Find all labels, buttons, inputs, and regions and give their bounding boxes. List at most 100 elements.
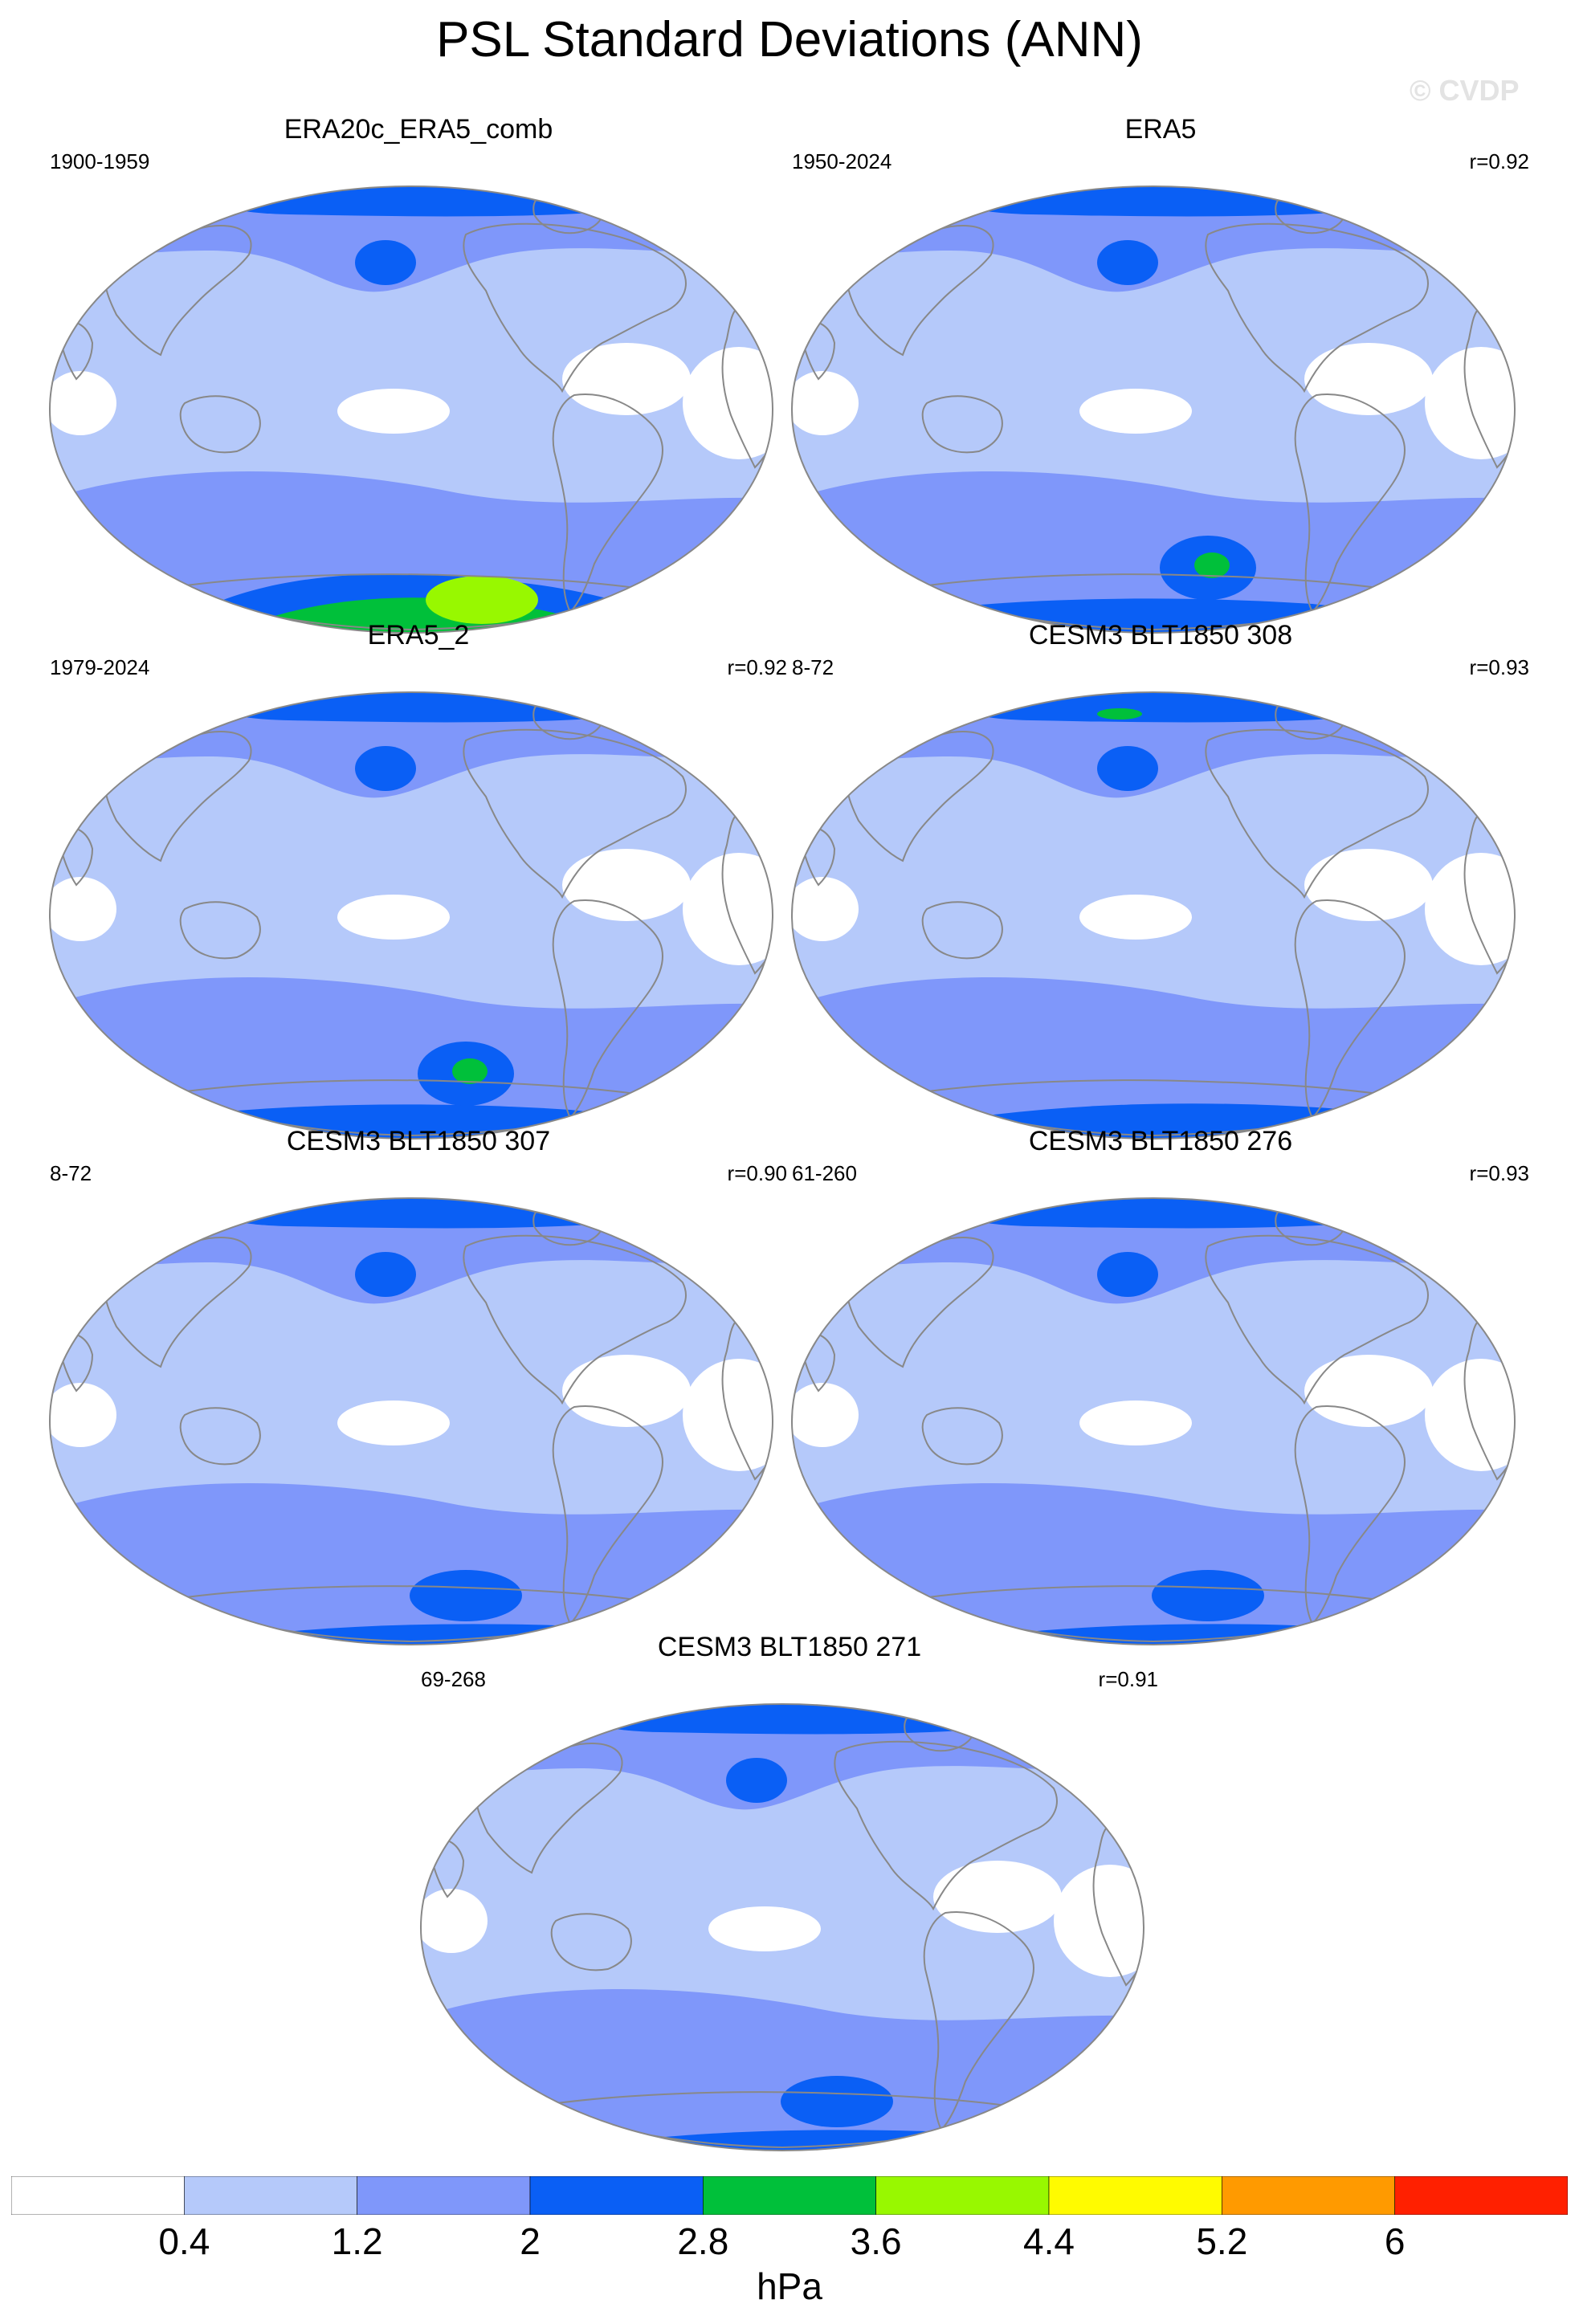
field-level-0 xyxy=(683,1359,773,1471)
panel-period: 69-268 xyxy=(421,1667,486,1691)
field-level-3 xyxy=(209,692,626,723)
coastline-namerica xyxy=(1205,222,1429,393)
colorbar-bin xyxy=(529,2176,704,2215)
field-level-0 xyxy=(683,853,773,965)
colorbar-tick-label: 4.4 xyxy=(1023,2220,1075,2262)
field-level-3 xyxy=(951,186,1369,217)
field-level-0 xyxy=(421,1889,488,1953)
map-panel-era5-2: ERA5_2 1979-2024 r=0.92 xyxy=(48,620,789,1140)
panel-correlation: r=0.93 xyxy=(1469,1161,1529,1185)
coastline-australia xyxy=(921,1407,1003,1466)
map-cesm308 xyxy=(791,691,1516,1140)
panel-title: CESM3 BLT1850 276 xyxy=(1028,1126,1293,1156)
map-panel-cesm307: CESM3 BLT1850 307 8-72 r=0.90 xyxy=(48,1126,789,1645)
map-cesm271 xyxy=(420,1703,1144,2151)
colorbar xyxy=(11,2176,1568,2215)
field-level-0 xyxy=(50,371,116,435)
field-level-3 xyxy=(951,692,1369,723)
field-level-3 xyxy=(580,1704,998,1735)
map-panel-era20c: ERA20c_ERA5_comb 1900-1959 xyxy=(48,114,789,634)
colorbar-bin xyxy=(357,2176,531,2215)
colorbar-tick-label: 2.8 xyxy=(677,2220,729,2262)
coastline-samerica xyxy=(1294,1405,1406,1625)
field-level-0 xyxy=(708,1906,821,1951)
panel-period: 8-72 xyxy=(50,1161,92,1185)
field-level-0 xyxy=(1079,895,1192,940)
coastline-africa xyxy=(1463,815,1515,975)
field-level-0 xyxy=(1425,347,1515,459)
field-level-3 xyxy=(1097,240,1158,285)
field-level-0 xyxy=(1425,1359,1515,1471)
field-level-3 xyxy=(355,746,416,791)
coastline-australia xyxy=(921,395,1003,454)
coastline-samerica xyxy=(552,899,663,1119)
coastline-namerica xyxy=(1205,1234,1429,1405)
coastline-namerica xyxy=(463,1234,687,1405)
colorbar-bin xyxy=(1048,2176,1222,2215)
field-level-0 xyxy=(1054,1865,1144,1977)
colorbar-bin xyxy=(703,2176,876,2215)
coastline-namerica xyxy=(463,728,687,899)
panel-correlation: r=0.90 xyxy=(727,1161,787,1185)
coastline-namerica xyxy=(834,1740,1058,1911)
coastline-australia xyxy=(179,901,261,960)
panel-correlation: r=0.91 xyxy=(1098,1667,1158,1691)
colorbar-tick-label: 0.4 xyxy=(158,2220,210,2262)
field-level-0 xyxy=(562,343,691,415)
field-level-3 xyxy=(781,2076,893,2127)
cvdp-watermark: © CVDP xyxy=(1410,74,1520,107)
coastline-africa xyxy=(721,1321,773,1481)
panel-correlation: r=0.92 xyxy=(1469,149,1529,173)
coastline-africa xyxy=(721,815,773,975)
coastline-australia xyxy=(179,1407,261,1466)
map-border xyxy=(791,691,1516,1140)
field-level-4 xyxy=(1194,552,1230,578)
field-level-4 xyxy=(1097,708,1142,720)
field-level-4 xyxy=(209,597,643,633)
panel-correlation: r=0.93 xyxy=(1469,655,1529,679)
panel-period: 8-72 xyxy=(792,655,834,679)
colorbar-tick-label: 5.2 xyxy=(1196,2220,1248,2262)
field-level-0 xyxy=(337,895,450,940)
coastline-india xyxy=(801,826,836,887)
coastline-africa xyxy=(1092,1827,1144,1987)
field-level-0 xyxy=(50,1383,116,1447)
map-panel-era5: ERA5 1950-2024 r=0.92 xyxy=(790,114,1531,634)
field-level-0 xyxy=(1079,389,1192,434)
colorbar-tick-label: 6 xyxy=(1384,2220,1406,2262)
coastline-namerica xyxy=(1205,728,1429,899)
coastline-africa xyxy=(1463,1321,1515,1481)
map-border xyxy=(791,1197,1516,1645)
coastline-australia xyxy=(550,1913,632,1971)
colorbar-bin xyxy=(1222,2176,1395,2215)
coastline-samerica xyxy=(1294,393,1406,614)
field-level-3 xyxy=(355,1252,416,1297)
field-level-3 xyxy=(951,1198,1369,1229)
field-level-0 xyxy=(562,849,691,921)
panel-period: 61-260 xyxy=(792,1161,857,1185)
coastline-australia xyxy=(179,395,261,454)
map-cesm307 xyxy=(49,1197,773,1645)
map-era20c xyxy=(49,186,773,634)
coastline-samerica xyxy=(552,393,663,614)
field-level-0 xyxy=(933,1861,1062,1933)
field-level-0 xyxy=(1304,343,1433,415)
map-era5 xyxy=(791,186,1516,634)
coastline-africa xyxy=(1463,309,1515,469)
colorbar-bin xyxy=(11,2176,185,2215)
panel-title: CESM3 BLT1850 308 xyxy=(1028,620,1293,650)
map-border xyxy=(49,691,773,1140)
map-era5b xyxy=(49,691,773,1140)
map-panel-cesm308: CESM3 BLT1850 308 8-72 r=0.93 xyxy=(790,620,1531,1140)
field-level-0 xyxy=(1079,1401,1192,1445)
colorbar-tick-label: 3.6 xyxy=(850,2220,902,2262)
coastline-india xyxy=(430,1838,465,1898)
colorbar-units: hPa xyxy=(757,2265,822,2307)
field-level-4 xyxy=(452,1058,488,1084)
colorbar-bin xyxy=(875,2176,1050,2215)
panel-period: 1950-2024 xyxy=(792,149,892,173)
coastline-samerica xyxy=(923,1911,1034,2131)
coastline-india xyxy=(59,826,94,887)
coastline-africa xyxy=(721,309,773,469)
panel-title: ERA5 xyxy=(1124,114,1197,145)
